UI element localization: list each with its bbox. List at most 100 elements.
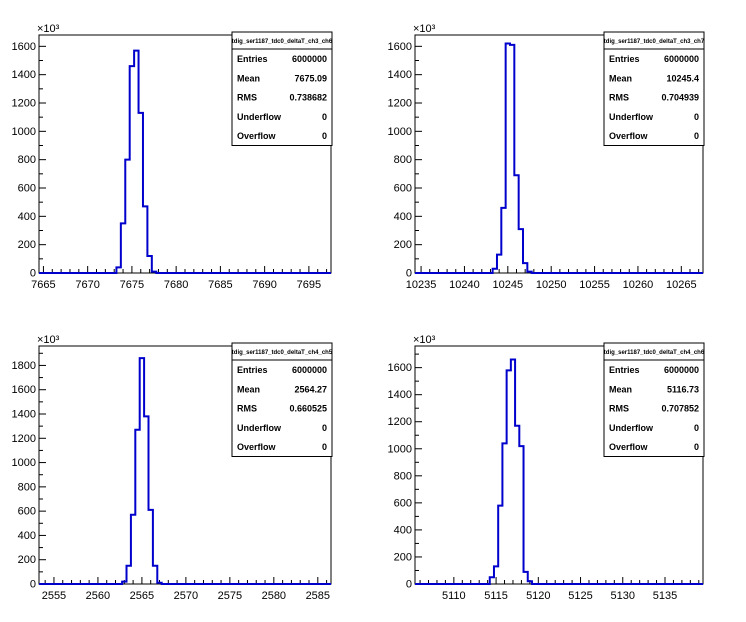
x-tick-label: 2555 <box>42 590 66 602</box>
stats-value: 7675.09 <box>294 73 327 83</box>
y-tick-label: 600 <box>18 506 36 518</box>
stats-label: Underflow <box>609 112 654 122</box>
stats-value: 0 <box>322 131 327 141</box>
y-tick-label: 1000 <box>388 126 412 138</box>
y-tick-label: 400 <box>394 211 412 223</box>
y-tick-label: 1600 <box>388 41 412 53</box>
x-tick-label: 5115 <box>484 590 508 602</box>
x-tick-label: 2565 <box>130 590 154 602</box>
x-tick-label: 5135 <box>653 590 677 602</box>
histogram-outline <box>415 358 703 585</box>
y-tick-label: 800 <box>18 154 36 166</box>
y-tick-label: 200 <box>394 239 412 251</box>
y-tick-label: 400 <box>18 211 36 223</box>
stats-value: 5116.73 <box>667 384 699 394</box>
stats-label: RMS <box>237 93 257 103</box>
y-tick-label: 800 <box>394 470 412 482</box>
y-tick-label: 600 <box>394 497 412 509</box>
stats-value: 0 <box>694 112 699 122</box>
y-exponent-label: ×10³ <box>37 334 60 346</box>
y-tick-label: 1000 <box>388 443 412 455</box>
stats-value: 0.660525 <box>289 404 327 414</box>
y-tick-label: 1800 <box>12 360 36 372</box>
y-tick-label: 0 <box>30 579 36 591</box>
histogram-outline <box>39 357 331 585</box>
x-tick-label: 10240 <box>449 279 480 291</box>
x-tick-label: 7670 <box>75 279 99 291</box>
y-tick-label: 1400 <box>12 409 36 421</box>
stats-label: Mean <box>609 73 632 83</box>
y-tick-label: 0 <box>406 579 412 591</box>
stats-value: 6000000 <box>664 54 699 64</box>
y-tick-label: 0 <box>406 268 412 280</box>
stats-label: Entries <box>237 54 268 64</box>
stats-label: Entries <box>609 54 640 64</box>
y-tick-label: 800 <box>394 154 412 166</box>
stats-value: 0 <box>694 131 699 141</box>
x-tick-label: 7685 <box>208 279 232 291</box>
x-tick-label: 10235 <box>406 279 437 291</box>
stats-box <box>603 31 705 146</box>
stats-value: 0 <box>694 423 699 433</box>
stats-box <box>231 31 333 146</box>
histogram-outline <box>415 42 703 274</box>
y-tick-label: 200 <box>18 554 36 566</box>
x-tick-label: 10255 <box>579 279 610 291</box>
stats-label: Mean <box>237 384 260 394</box>
y-tick-label: 1200 <box>12 433 36 445</box>
stats-label: RMS <box>609 404 629 414</box>
stats-value: 2564.27 <box>294 384 327 394</box>
y-tick-label: 1400 <box>388 69 412 81</box>
histogram-panel: 0 200 400 600 800 1000 1200 1400 1600 7665 7670 767… <box>12 23 333 291</box>
stats-box-title: tdig_ser1187_tdc0_deltaT_ch4_ch5 <box>232 350 333 356</box>
y-tick-label: 600 <box>394 183 412 195</box>
histogram-outline <box>39 49 331 274</box>
y-tick-label: 1600 <box>388 362 412 374</box>
stats-value: 0 <box>322 442 327 452</box>
x-tick-label: 2560 <box>86 590 110 602</box>
stats-label: Overflow <box>609 442 649 452</box>
stats-value: 0.707852 <box>661 404 699 414</box>
x-tick-label: 7695 <box>297 279 321 291</box>
stats-label: Mean <box>609 384 632 394</box>
y-tick-label: 0 <box>30 268 36 280</box>
stats-value: 10245.4 <box>666 73 699 83</box>
stats-label: RMS <box>609 93 629 103</box>
y-tick-label: 1200 <box>388 98 412 110</box>
y-tick-label: 1400 <box>12 69 36 81</box>
y-tick-label: 1600 <box>12 41 36 53</box>
x-tick-label: 7680 <box>164 279 188 291</box>
stats-label: Entries <box>609 365 640 375</box>
stats-label: Overflow <box>237 131 277 141</box>
stats-label: Underflow <box>237 112 282 122</box>
stats-label: Overflow <box>609 131 649 141</box>
y-exponent-label: ×10³ <box>37 23 60 35</box>
x-tick-label: 5125 <box>568 590 592 602</box>
y-tick-label: 1200 <box>388 416 412 428</box>
stats-label: Entries <box>237 365 268 375</box>
stats-box <box>231 342 333 457</box>
histogram-panel: 0 200 400 600 800 1000 1200 1400 1600 5110 5115 512… <box>388 334 705 602</box>
x-tick-label: 5130 <box>611 590 635 602</box>
stats-label: Overflow <box>237 442 277 452</box>
x-tick-label: 7690 <box>252 279 276 291</box>
stats-value: 0.704939 <box>661 93 699 103</box>
x-tick-label: 7675 <box>120 279 144 291</box>
stats-value: 6000000 <box>292 365 327 375</box>
stats-box <box>603 342 705 457</box>
stats-value: 0.738682 <box>289 93 327 103</box>
y-tick-label: 1200 <box>12 98 36 110</box>
y-tick-label: 200 <box>18 239 36 251</box>
y-tick-label: 1400 <box>388 389 412 401</box>
y-exponent-label: ×10³ <box>413 23 436 35</box>
stats-box-title: tdig_ser1187_tdc0_deltaT_ch3_ch7 <box>604 39 705 45</box>
y-tick-label: 1000 <box>12 126 36 138</box>
x-tick-label: 10250 <box>536 279 567 291</box>
y-tick-label: 400 <box>18 530 36 542</box>
x-tick-label: 2580 <box>262 590 286 602</box>
stats-value: 0 <box>322 112 327 122</box>
x-tick-label: 10265 <box>666 279 697 291</box>
x-tick-label: 10260 <box>623 279 654 291</box>
x-tick-label: 2575 <box>218 590 242 602</box>
